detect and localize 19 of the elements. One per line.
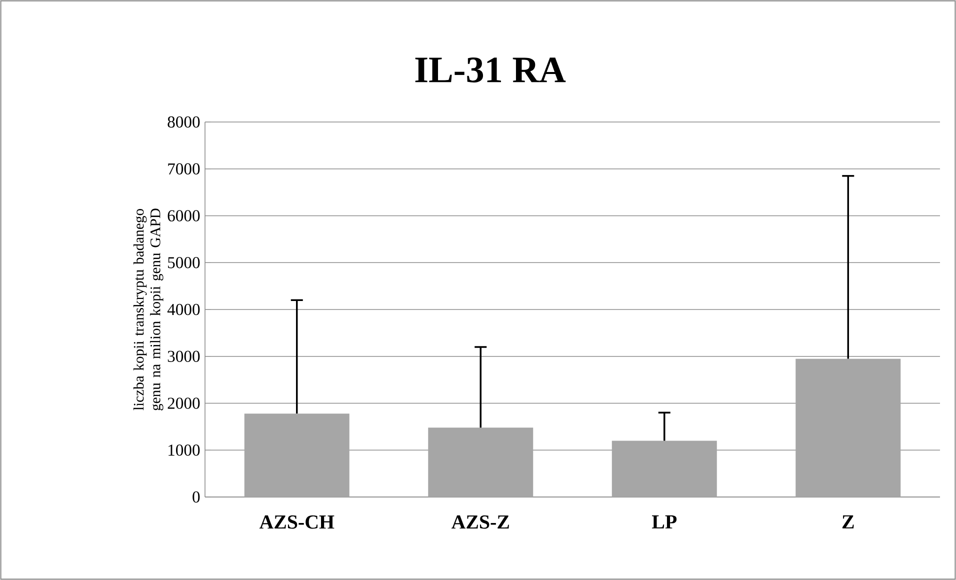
chart-title: IL-31 RA [415,58,566,82]
y-tick-label: 5000 [168,257,200,268]
y-tick-label: 3000 [168,350,200,362]
x-tick-label: LP [652,515,677,528]
x-tick-label: AZS-Z [451,515,509,529]
bar [244,414,350,497]
y-tick-label: 4000 [167,304,200,316]
y-tick-label: 6000 [168,210,200,222]
y-tick-label: 7000 [168,163,200,174]
y-axis-title: liczba kopii transkryptu badanego genu na milion kopii genu GAPD [133,208,164,410]
y-tick-label: 1000 [168,444,200,456]
y-tick-label: 8000 [168,116,200,128]
y-tick-label: 0 [192,491,200,503]
bar [612,440,717,497]
bar [796,358,901,497]
bar [428,428,534,497]
x-tick-label: AZS-CH [259,515,334,529]
y-tick-label: 2000 [168,398,200,409]
x-tick-label: Z [842,515,854,528]
